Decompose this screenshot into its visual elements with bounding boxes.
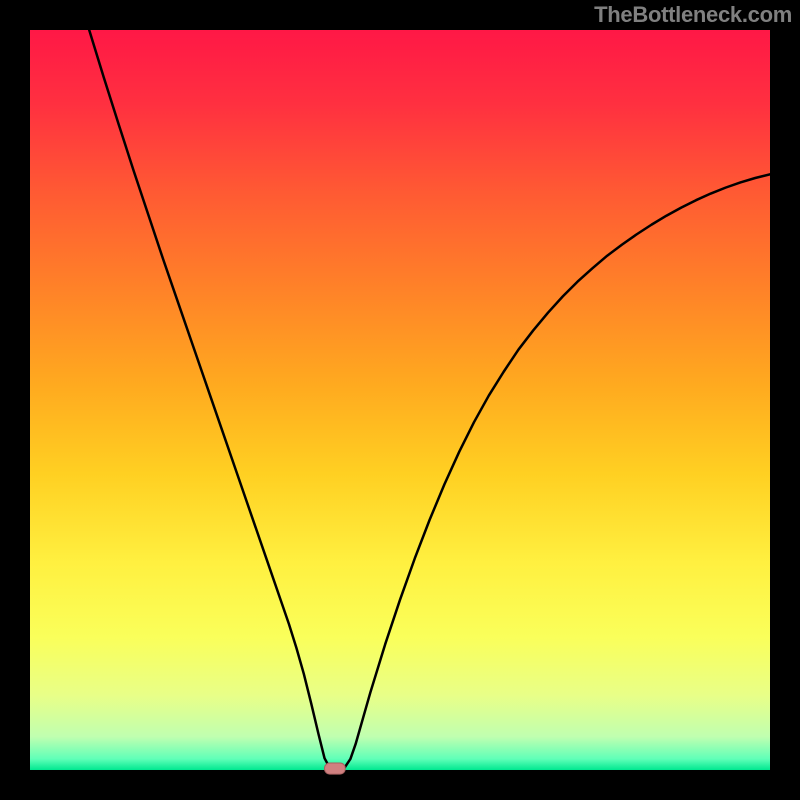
- chart-background: [30, 30, 770, 770]
- chart-container: TheBottleneck.com: [0, 0, 800, 800]
- bottleneck-chart: [0, 0, 800, 800]
- watermark-text: TheBottleneck.com: [594, 2, 792, 28]
- curve-min-marker: [325, 763, 346, 774]
